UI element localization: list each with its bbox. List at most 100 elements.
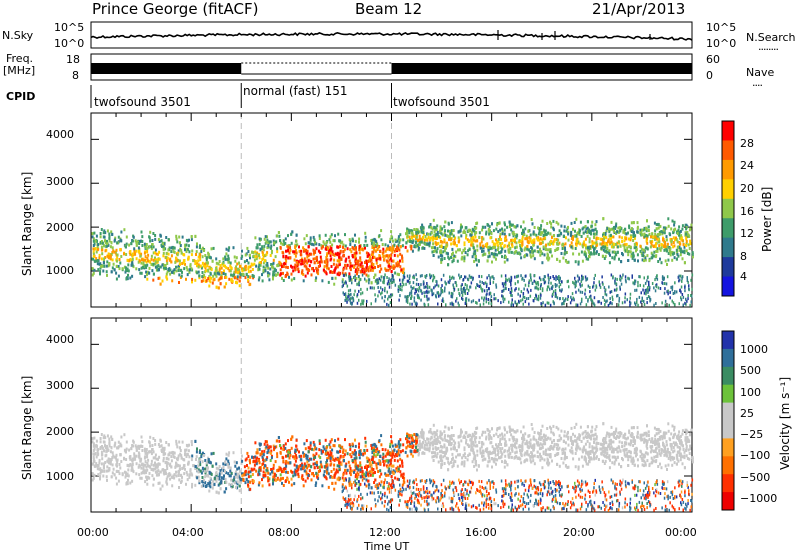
power-echo [673, 220, 676, 224]
power-echo [360, 247, 363, 251]
power-echo [379, 286, 382, 290]
power-echo [415, 235, 418, 239]
power-echo [475, 258, 478, 262]
power-echo [336, 265, 339, 269]
power-echo [525, 274, 527, 278]
velocity-echo [499, 448, 502, 452]
power-echo [497, 230, 500, 234]
power-echo [685, 249, 688, 253]
power-echo [544, 233, 547, 237]
power-echo [531, 282, 534, 285]
power-echo [356, 293, 359, 297]
power-echo [166, 270, 169, 274]
power-echo [535, 294, 537, 298]
power-echo [503, 288, 505, 292]
power-echo [254, 255, 257, 259]
power-echo [474, 249, 476, 253]
power-echo [533, 274, 536, 278]
velocity-echo [313, 457, 315, 461]
power-echo [588, 254, 590, 258]
power-echo [100, 264, 103, 268]
power-echo [399, 278, 401, 282]
power-echo [92, 271, 95, 275]
power-echo [281, 276, 283, 280]
power-echo [516, 251, 519, 255]
power-echo [554, 292, 557, 295]
power-echo [554, 284, 557, 288]
power-echo [397, 243, 400, 247]
power-echo [347, 289, 350, 293]
velocity-echo [140, 463, 143, 467]
power-echo [111, 246, 114, 250]
velocity-echo [509, 452, 512, 456]
power-echo [163, 243, 166, 246]
power-echo [524, 246, 527, 250]
power-echo [640, 230, 643, 234]
power-echo [267, 241, 270, 245]
power-echo [369, 265, 372, 269]
power-echo [272, 258, 275, 262]
power-echo [181, 262, 184, 265]
velocity-echo [320, 449, 323, 453]
power-echo [584, 288, 587, 292]
velocity-echo [106, 434, 109, 438]
power-echo [446, 252, 449, 256]
power-echo [147, 259, 149, 263]
power-echo [538, 232, 540, 236]
power-echo [503, 232, 506, 236]
power-echo [592, 284, 595, 288]
velocity-echo [208, 484, 211, 487]
power-echo [570, 237, 573, 241]
power-echo [175, 265, 177, 269]
power-echo [451, 260, 454, 264]
power-echo [287, 245, 290, 249]
velocity-echo [222, 462, 225, 466]
power-echo [373, 237, 376, 241]
power-echo [153, 251, 156, 255]
power-echo [575, 243, 578, 247]
power-echo [651, 282, 654, 285]
power-echo [687, 243, 690, 247]
power-echo [439, 254, 442, 258]
power-echo [159, 282, 162, 286]
power-echo [154, 237, 157, 241]
power-echo [466, 284, 468, 288]
power-echo [640, 291, 642, 295]
velocity-echo [380, 443, 383, 447]
power-echo [664, 245, 667, 248]
power-echo [488, 254, 491, 258]
power-echo [239, 275, 242, 279]
power-echo [579, 302, 582, 306]
power-echo [489, 236, 492, 240]
velocity-echo [402, 476, 404, 479]
power-echo [119, 248, 122, 252]
power-echo [572, 227, 574, 231]
power-echo [617, 226, 620, 230]
power-echo [690, 278, 692, 282]
power-echo [602, 282, 604, 286]
power-echo [91, 257, 94, 261]
power-echo [109, 254, 112, 258]
power-echo [488, 274, 490, 278]
power-echo [457, 240, 460, 244]
power-echo [579, 284, 582, 288]
power-echo [506, 244, 509, 248]
power-echo [102, 261, 105, 265]
power-echo [678, 302, 680, 306]
power-echo [641, 253, 644, 257]
power-echo [204, 270, 207, 274]
power-echo [329, 251, 332, 255]
power-echo [294, 254, 297, 258]
power-echo [396, 245, 398, 249]
power-echo [686, 279, 689, 282]
velocity-echo [125, 440, 128, 444]
power-echo [644, 256, 647, 260]
power-echo [554, 294, 557, 298]
power-echo [162, 246, 165, 249]
power-echo [570, 230, 573, 234]
power-echo [307, 245, 310, 249]
power-echo [619, 226, 622, 230]
power-echo [520, 299, 522, 303]
power-echo [426, 294, 428, 298]
velocity-echo [104, 461, 107, 464]
